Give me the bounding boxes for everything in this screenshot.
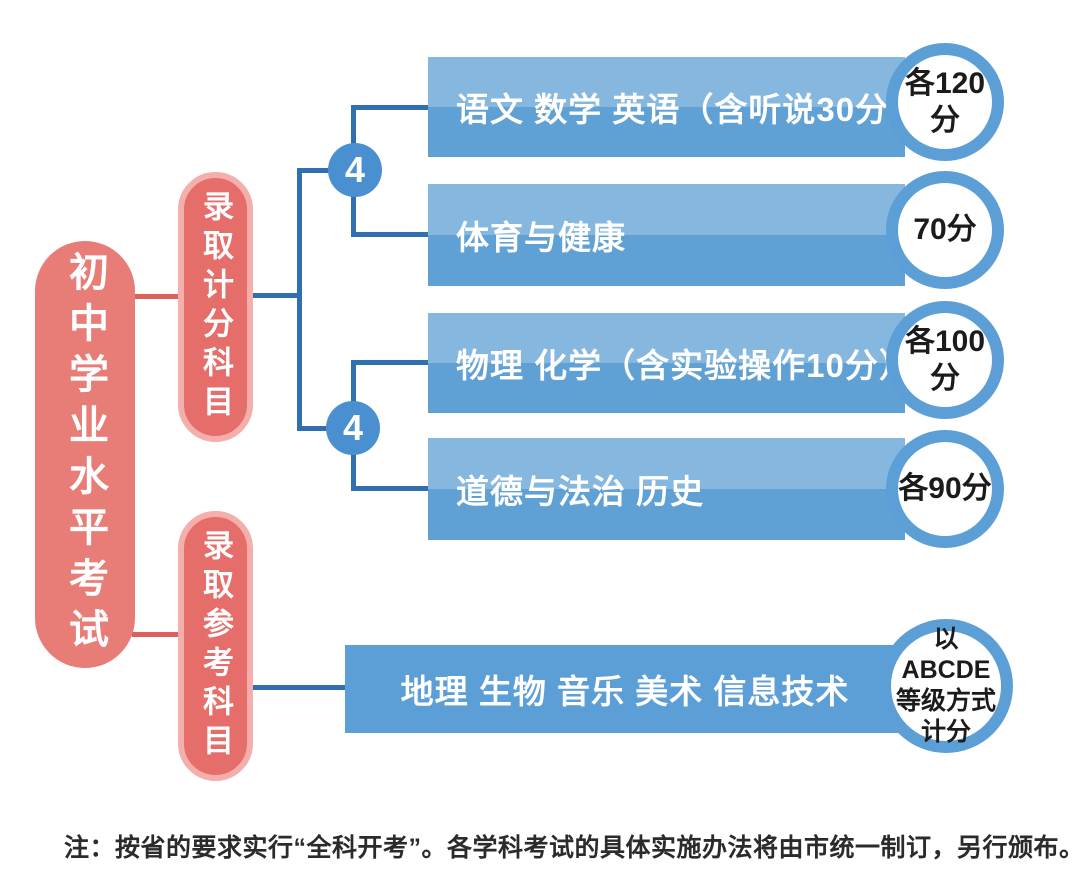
score-label: 各100分 [904,324,986,396]
score-label: 各120分 [904,66,986,138]
count-badge-label: 4 [344,149,366,190]
connector-badge2-to-bar3 [351,360,431,365]
score-label: 各90分 [898,472,992,506]
score-circle-abcde: 以ABCDE 等级方式 计分 [879,619,1013,753]
branch-node-label: 录取计分科目 [198,190,233,424]
count-badge-label: 4 [342,407,364,448]
count-badge-2: 4 [326,401,380,455]
connector-badge1-down [351,192,356,237]
score-circle-90: 各90分 [886,430,1004,548]
connector-branch2-to-bar5 [250,685,350,690]
subject-bar-reference-subjects: 地理 生物 音乐 美术 信息技术 [345,645,905,733]
connector-badge1-up [351,105,356,150]
connector-badge2-down [351,450,356,491]
connector-branch1-trunk [297,168,302,431]
connector-badge1-to-bar1 [351,105,431,110]
footnote: 注：按省的要求实行“全科开考”。各学科考试的具体实施办法将由市统一制订，另行颁布… [64,834,1080,862]
subject-bar-pe-health: 体育与健康 [428,184,905,286]
subject-bar-morality-history: 道德与法治 历史 [428,438,905,540]
connector-root-to-branch1 [132,294,180,299]
connector-root-to-branch2 [132,632,180,637]
score-circle-100: 各100分 [886,301,1004,419]
subject-bar-chinese-math-english: 语文 数学 英语（含听说30分） [428,57,922,157]
connector-badge2-up [351,360,356,406]
branch-node-reference-subjects: 录取参考科目 [178,511,253,781]
subject-bar-label: 物理 化学（含实验操作10分） [456,347,913,384]
branch-node-scored-subjects: 录取计分科目 [178,172,253,442]
subject-bar-label: 道德与法治 历史 [456,473,705,510]
root-node: 初中学业水平考试 [35,241,135,668]
connector-badge1-to-bar2 [351,232,431,237]
subject-bar-label: 语文 数学 英语（含听说30分） [456,91,924,128]
root-node-label: 初中学业水平考试 [63,250,107,659]
subject-bar-label: 体育与健康 [456,219,626,256]
score-circle-120: 各120分 [886,43,1004,161]
connector-branch1-feed [250,293,302,298]
count-badge-1: 4 [328,143,382,197]
subject-bar-physics-chemistry: 物理 化学（含实验操作10分） [428,313,912,413]
score-label: 70分 [913,213,977,247]
connector-trunk-to-badge1 [297,168,355,173]
score-circle-70: 70分 [886,171,1004,289]
branch-node-label: 录取参考科目 [198,529,233,763]
subject-bar-label: 地理 生物 音乐 美术 信息技术 [400,673,850,710]
connector-badge2-to-bar4 [351,486,431,491]
score-label: 以ABCDE 等级方式 计分 [895,624,996,747]
